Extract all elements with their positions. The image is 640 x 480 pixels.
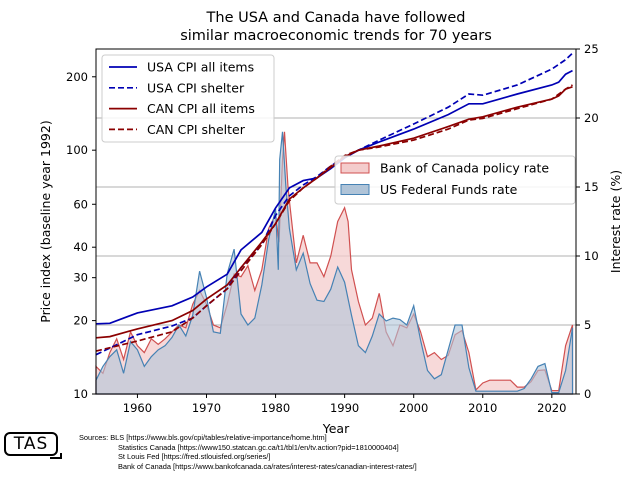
y-tick-label-right: 25 bbox=[584, 42, 599, 56]
axes: 1960 1970 1980 1990 2000 2010 2020102030406010… bbox=[66, 42, 599, 415]
x-tick-label: 1990 bbox=[330, 401, 359, 415]
x-tick-label: 2010 bbox=[468, 401, 497, 415]
legend-cpi-label: USA CPI shelter bbox=[147, 80, 245, 95]
y-tick-label-right: 0 bbox=[584, 387, 591, 401]
legend-rates-label: Bank of Canada policy rate bbox=[380, 161, 549, 176]
y-tick-label-left: 10 bbox=[73, 387, 88, 401]
rate-area-1 bbox=[95, 131, 574, 395]
legend-cpi: USA CPI all items USA CPI shelter CAN CPI … bbox=[101, 54, 275, 143]
y-tick-label-right: 5 bbox=[584, 318, 591, 332]
y-tick-label-left: 30 bbox=[73, 271, 88, 285]
x-tick-label: 1970 bbox=[192, 401, 221, 415]
legend-cpi-box bbox=[101, 54, 275, 143]
y-tick-label-left: 40 bbox=[73, 240, 88, 254]
x-tick-label: 2000 bbox=[399, 401, 428, 415]
source-line-boc: Bank of Canada [https://www.bankofcanada… bbox=[118, 461, 417, 471]
y-tick-label-left: 200 bbox=[66, 70, 88, 84]
y-tick-label-right: 15 bbox=[584, 180, 599, 194]
x-tick-label: 1980 bbox=[261, 401, 290, 415]
legend-cpi-label: CAN CPI shelter bbox=[147, 122, 246, 137]
plot-frame bbox=[95, 48, 577, 395]
source-line-statcan: Statistics Canada [https://www150.statca… bbox=[118, 442, 399, 452]
source-line-fred: St Louis Fed [https://fred.stlouisfed.or… bbox=[118, 452, 271, 462]
cpi-line-3 bbox=[95, 84, 573, 352]
legend-cpi-label: CAN CPI all items bbox=[147, 101, 255, 116]
y-axis-label-right: Interest rate (%) bbox=[608, 170, 623, 273]
y-axis-label-left: Price index (baseline year 1992) bbox=[38, 120, 53, 322]
rate-areas bbox=[95, 131, 574, 395]
chart-title-line2: similar macroeconomic trends for 70 year… bbox=[180, 28, 492, 44]
y-tick-label-left: 100 bbox=[66, 143, 88, 157]
y-tick-label-right: 20 bbox=[584, 111, 599, 125]
legend-rates: Bank of Canada policy rate US Federal Fun… bbox=[334, 155, 576, 205]
source-line-bls: Sources: BLS [https://www.bls.gov/cpi/ta… bbox=[79, 433, 327, 442]
tas-logo-text: TAS bbox=[13, 434, 49, 454]
chart-title-line1: The USA and Canada have followed bbox=[206, 10, 466, 26]
tas-logo: TAS bbox=[4, 432, 58, 456]
y-tick-label-left: 20 bbox=[73, 314, 88, 328]
x-axis-label: Year bbox=[322, 421, 350, 436]
legend-rates-box bbox=[334, 155, 576, 205]
y-tick-label-right: 10 bbox=[584, 249, 599, 263]
legend-cpi-label: USA CPI all items bbox=[147, 60, 254, 75]
rate-area-0 bbox=[95, 131, 574, 395]
legend-rates-swatch bbox=[340, 184, 370, 195]
y-tick-label-left: 60 bbox=[73, 197, 88, 211]
tas-logo-tail bbox=[50, 453, 62, 459]
legend-rates-swatch bbox=[340, 162, 370, 174]
legend-rates-label: US Federal Funds rate bbox=[380, 182, 518, 197]
x-tick-label: 2020 bbox=[537, 401, 566, 415]
x-tick-label: 1960 bbox=[123, 401, 152, 415]
sources-note: Sources: BLS [https://www.bls.gov/cpi/ta… bbox=[79, 433, 599, 471]
cpi-lines bbox=[95, 52, 574, 356]
